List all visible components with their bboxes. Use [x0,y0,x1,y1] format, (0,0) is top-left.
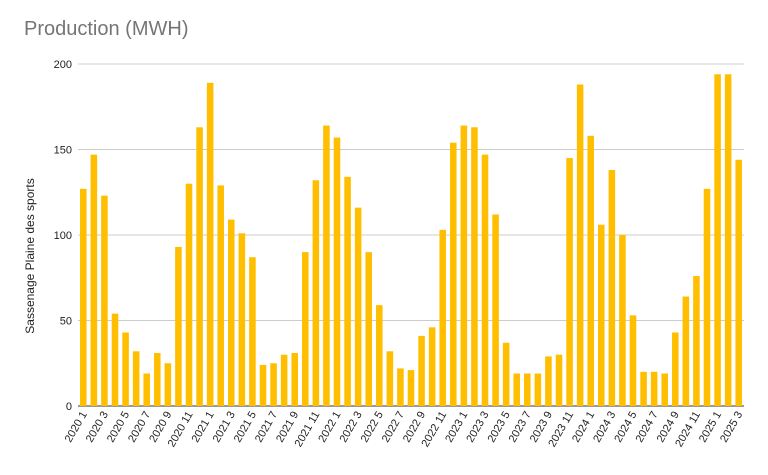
bar [418,335,425,406]
bar [608,170,616,406]
bar [534,373,542,406]
y-tick-label: 0 [66,401,72,413]
bar [693,276,700,406]
bar [196,127,203,407]
bars [80,74,742,407]
y-tick-label: 200 [54,59,72,71]
bar [524,373,531,406]
bar [344,176,351,406]
bar [703,188,711,406]
bar [143,373,150,406]
bar [650,371,658,406]
bar [661,373,668,406]
bar [735,159,742,406]
bar [323,125,330,406]
bar [439,229,446,406]
bar [122,332,129,406]
bar [587,135,594,406]
y-tick-labels: 0 50 100 150 200 [54,59,72,413]
bar [302,252,309,406]
bar [132,351,140,406]
bar [280,354,288,406]
bar [175,246,182,406]
bar [312,180,320,406]
bar [566,158,573,406]
bar [682,296,690,406]
bar [270,363,277,406]
bar [80,188,87,406]
bar [492,214,499,406]
y-tick-label: 100 [54,230,72,242]
bar [407,370,415,406]
bar [154,352,161,406]
bar [228,219,235,406]
bar [185,183,193,406]
bar [502,342,510,406]
bar [428,327,436,406]
bar [471,127,478,407]
bar [672,332,679,406]
bar [249,257,256,406]
bar [164,363,172,406]
bar [397,368,404,406]
bar [724,74,732,406]
bar [365,252,372,406]
bar [386,351,394,406]
chart-title: Production (MWH) [24,18,189,40]
bar [576,84,584,407]
bar [90,154,98,406]
bar [481,154,489,406]
bar [101,195,108,406]
y-tick-label: 50 [60,316,72,328]
bar [206,82,214,406]
bar [259,364,267,406]
bar [354,207,362,406]
bar [376,305,383,406]
bar [545,356,552,406]
bar [238,233,246,406]
bar [333,137,341,406]
bar [513,373,520,406]
y-tick-label: 150 [54,145,72,157]
bar [460,125,468,406]
bar [714,74,721,406]
bar [619,235,626,406]
bar [555,354,563,406]
bar [450,142,457,406]
bar [291,352,298,406]
bar [111,313,119,406]
bar [640,371,647,406]
bar [217,185,224,406]
bar [598,224,605,406]
y-axis-label: Sassenage Plaine des sports [23,178,37,333]
bar [629,315,637,406]
